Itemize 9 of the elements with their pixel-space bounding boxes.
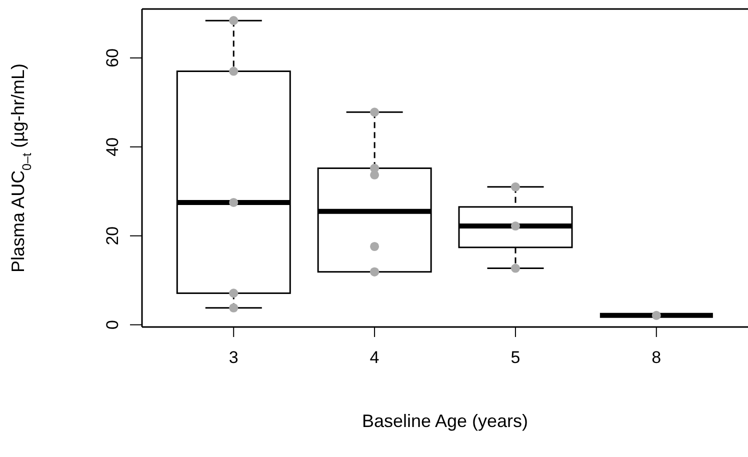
x-tick-label: 3 — [228, 348, 238, 368]
x-tick-label: 4 — [370, 348, 380, 368]
x-axis-title: Baseline Age (years) — [362, 411, 528, 431]
x-tick-label: 5 — [510, 348, 520, 368]
y-tick-label: 60 — [103, 48, 122, 68]
y-tick-label: 20 — [103, 226, 122, 246]
y-tick-label: 40 — [103, 137, 122, 156]
x-tick-label: 8 — [652, 348, 662, 368]
y-tick-label: 0 — [103, 320, 122, 330]
